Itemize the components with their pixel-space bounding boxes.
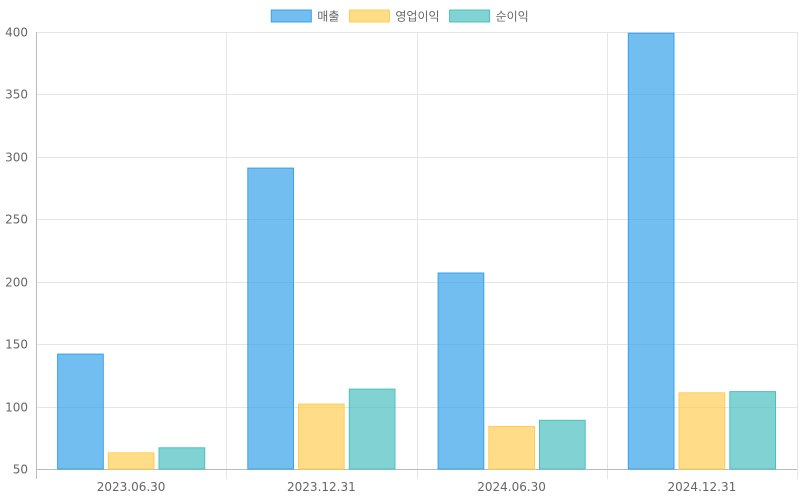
x-tick-label: 2023.12.31 <box>287 480 356 494</box>
bar-3-4 <box>729 391 776 470</box>
bar-1-1 <box>57 353 104 470</box>
y-tick-label: 350 <box>5 88 28 102</box>
x-tick-label: 2023.06.30 <box>97 480 166 494</box>
bar-2-2 <box>298 403 345 470</box>
legend: 매출 영업이익 순이익 <box>270 9 529 24</box>
legend-swatch-2 <box>348 9 390 23</box>
bar-3-3 <box>539 419 586 470</box>
y-tick-label: 50 <box>13 463 28 477</box>
legend-label-2: 영업이익 <box>395 10 439 24</box>
bar-3-1 <box>158 447 206 470</box>
x-tick-label: 2024.06.30 <box>477 480 546 494</box>
bar-3-2 <box>348 388 396 470</box>
bar-1-3 <box>437 272 485 470</box>
y-tick-label: 400 <box>5 26 28 40</box>
tick-labels: 50 100 150 200 250 300 350 400 2023.06.30 2023.12… <box>5 26 736 495</box>
legend-swatch-3 <box>449 9 491 23</box>
grid-lines <box>36 32 798 479</box>
y-tick-label: 150 <box>5 338 28 352</box>
y-tick-label: 100 <box>5 401 28 415</box>
bar-1-2 <box>247 167 295 470</box>
bar-2-4 <box>678 392 726 470</box>
legend-label-1: 매출 <box>317 10 339 24</box>
y-tick-label: 200 <box>5 276 28 290</box>
y-tick-label: 250 <box>5 213 28 227</box>
bar-1-4 <box>627 32 675 470</box>
x-tick-label: 2024.12.31 <box>668 480 737 494</box>
bars <box>57 32 776 470</box>
legend-label-3: 순이익 <box>496 10 529 24</box>
bar-2-3 <box>488 426 535 470</box>
legend-swatch-1 <box>270 9 312 23</box>
axes <box>36 32 797 479</box>
bar-2-1 <box>107 452 155 470</box>
y-tick-label: 300 <box>5 151 28 165</box>
